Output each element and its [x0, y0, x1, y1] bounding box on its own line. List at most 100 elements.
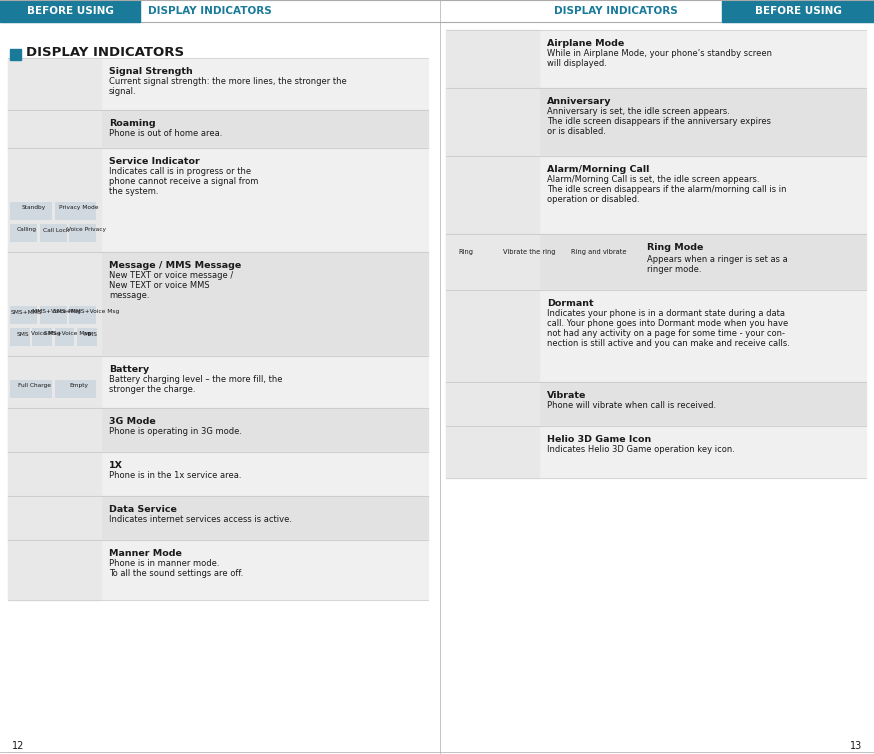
- Bar: [446, 88, 866, 156]
- Text: Anniversary is set, the idle screen appears.: Anniversary is set, the idle screen appe…: [547, 108, 730, 117]
- Text: Service Indicator: Service Indicator: [109, 157, 200, 165]
- Bar: [446, 156, 539, 234]
- Bar: [54, 328, 74, 346]
- Bar: [39, 224, 66, 242]
- Bar: [8, 356, 101, 408]
- Text: Alarm/Morning Call: Alarm/Morning Call: [547, 164, 649, 173]
- Bar: [8, 356, 428, 408]
- Text: MMS+Voice Msg: MMS+Voice Msg: [32, 309, 80, 314]
- Bar: [8, 408, 101, 452]
- Text: Indicates internet services access is active.: Indicates internet services access is ac…: [109, 516, 292, 525]
- Text: Current signal strength: the more lines, the stronger the: Current signal strength: the more lines,…: [109, 78, 347, 87]
- Bar: [446, 30, 866, 88]
- Text: Indicates Helio 3D Game operation key icon.: Indicates Helio 3D Game operation key ic…: [547, 446, 735, 455]
- Text: Full Charge: Full Charge: [17, 384, 51, 388]
- Text: Airplane Mode: Airplane Mode: [547, 38, 624, 48]
- Bar: [8, 408, 428, 452]
- Text: The idle screen disappears if the alarm/morning call is in: The idle screen disappears if the alarm/…: [547, 185, 787, 195]
- Text: Battery charging level – the more fill, the: Battery charging level – the more fill, …: [109, 375, 282, 385]
- Text: Empty: Empty: [69, 384, 88, 388]
- Bar: [69, 224, 96, 242]
- Bar: [10, 328, 30, 346]
- Bar: [10, 224, 37, 242]
- Text: Manner Mode: Manner Mode: [109, 548, 182, 557]
- Text: Roaming: Roaming: [109, 118, 156, 127]
- Text: or is disabled.: or is disabled.: [547, 127, 606, 136]
- Bar: [8, 148, 101, 252]
- Bar: [8, 540, 428, 600]
- Bar: [446, 30, 539, 88]
- Text: New TEXT or voice message /: New TEXT or voice message /: [109, 271, 233, 280]
- Text: MMS: MMS: [83, 332, 97, 336]
- Bar: [446, 290, 539, 382]
- Text: Ring: Ring: [459, 249, 474, 255]
- Text: SMS+Voice Msg: SMS+Voice Msg: [44, 332, 91, 336]
- Bar: [0, 0, 140, 22]
- Bar: [8, 252, 101, 356]
- Text: Data Service: Data Service: [109, 504, 177, 513]
- Text: ringer mode.: ringer mode.: [647, 265, 702, 274]
- Text: DISPLAY INDICATORS: DISPLAY INDICATORS: [148, 6, 272, 16]
- Text: Phone is operating in 3G mode.: Phone is operating in 3G mode.: [109, 428, 242, 437]
- Text: Phone is out of home area.: Phone is out of home area.: [109, 130, 222, 139]
- Text: Privacy Mode: Privacy Mode: [59, 206, 99, 210]
- Text: BEFORE USING: BEFORE USING: [754, 6, 842, 16]
- Text: Phone is in the 1x service area.: Phone is in the 1x service area.: [109, 471, 241, 480]
- Text: BEFORE USING: BEFORE USING: [26, 6, 114, 16]
- Text: Message / MMS Message: Message / MMS Message: [109, 260, 241, 269]
- Text: To all the sound settings are off.: To all the sound settings are off.: [109, 569, 243, 578]
- Bar: [39, 306, 66, 324]
- Bar: [446, 234, 866, 290]
- Text: SMS+MMS: SMS+MMS: [11, 309, 43, 314]
- Bar: [69, 306, 96, 324]
- Text: message.: message.: [109, 292, 149, 301]
- Bar: [10, 202, 52, 220]
- Text: Vibrate the ring: Vibrate the ring: [503, 249, 555, 255]
- Text: call. Your phone goes into Dormant mode when you have: call. Your phone goes into Dormant mode …: [547, 320, 788, 329]
- Text: Battery: Battery: [109, 364, 149, 373]
- Text: Indicates call is in progress or the: Indicates call is in progress or the: [109, 167, 251, 176]
- Bar: [446, 382, 539, 426]
- Bar: [8, 452, 101, 496]
- Bar: [446, 290, 866, 382]
- Text: New TEXT or voice MMS: New TEXT or voice MMS: [109, 281, 210, 290]
- Bar: [446, 234, 539, 290]
- Text: Standby: Standby: [22, 206, 46, 210]
- Bar: [32, 328, 52, 346]
- Text: DISPLAY INDICATORS: DISPLAY INDICATORS: [26, 45, 184, 59]
- Bar: [77, 328, 96, 346]
- Text: Vibrate: Vibrate: [547, 391, 586, 400]
- Text: 1X: 1X: [109, 461, 123, 470]
- Text: 12: 12: [12, 741, 24, 751]
- Text: the system.: the system.: [109, 188, 158, 197]
- Bar: [8, 496, 101, 540]
- Text: Voice Msg: Voice Msg: [31, 332, 60, 336]
- Text: 3G Mode: 3G Mode: [109, 416, 156, 425]
- Text: signal.: signal.: [109, 87, 136, 97]
- Text: Call Lock: Call Lock: [44, 228, 70, 232]
- Text: SMS: SMS: [17, 332, 30, 336]
- Bar: [8, 58, 101, 110]
- Text: SMS+MMS+Voice Msg: SMS+MMS+Voice Msg: [53, 309, 119, 314]
- Text: While in Airplane Mode, your phone’s standby screen: While in Airplane Mode, your phone’s sta…: [547, 50, 772, 59]
- Bar: [8, 252, 428, 356]
- Bar: [54, 202, 96, 220]
- Bar: [446, 426, 866, 478]
- Text: operation or disabled.: operation or disabled.: [547, 195, 640, 204]
- Text: Calling: Calling: [17, 228, 37, 232]
- Bar: [722, 0, 874, 22]
- Text: Phone is in manner mode.: Phone is in manner mode.: [109, 559, 219, 569]
- Text: 13: 13: [850, 741, 862, 751]
- Text: stronger the charge.: stronger the charge.: [109, 385, 196, 394]
- Bar: [10, 380, 52, 398]
- Text: nection is still active and you can make and receive calls.: nection is still active and you can make…: [547, 339, 790, 348]
- Bar: [8, 148, 428, 252]
- Bar: [446, 382, 866, 426]
- Bar: [8, 496, 428, 540]
- Text: Ring Mode: Ring Mode: [647, 244, 704, 253]
- Bar: [8, 110, 101, 148]
- Text: Ring and vibrate: Ring and vibrate: [572, 249, 627, 255]
- Text: will displayed.: will displayed.: [547, 60, 607, 69]
- Bar: [446, 88, 539, 156]
- Bar: [8, 452, 428, 496]
